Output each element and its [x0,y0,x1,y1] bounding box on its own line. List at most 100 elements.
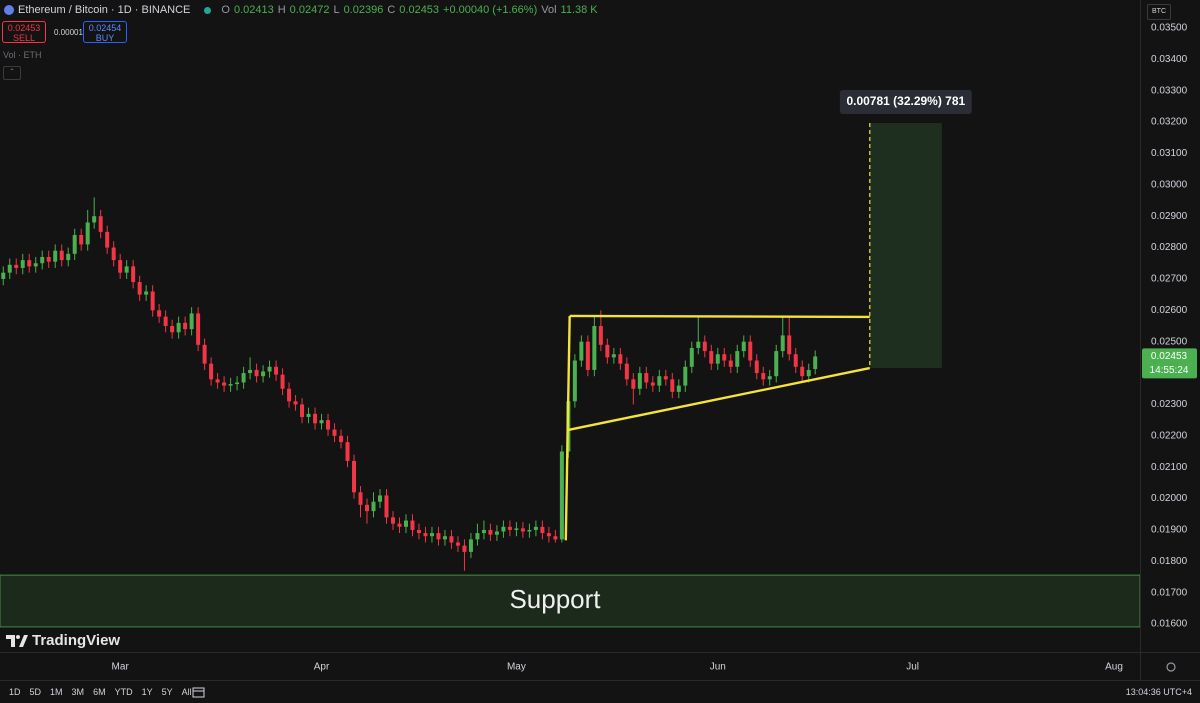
timeframe-button[interactable]: 6M [93,687,106,697]
trend-line [569,314,870,319]
date-range-icon[interactable] [192,686,206,698]
candle-body [254,369,259,377]
y-tick-label: 0.02900 [1151,211,1188,222]
x-tick-label: Aug [1105,662,1123,673]
volume-key: Vol [541,4,557,16]
trend-line [566,366,871,432]
candle-body [618,354,623,364]
settings-icon[interactable] [1166,662,1176,672]
candle-body [813,356,818,369]
candle-body [222,382,227,386]
candle-body [806,369,811,377]
price-axis [1140,0,1200,680]
timeframe-button[interactable]: 5D [29,687,42,697]
candle-body [280,374,285,389]
candle-body [410,520,415,530]
timeframe-button[interactable]: YTD [114,687,133,697]
support-label: Support [509,584,601,614]
y-tick-label: 0.02700 [1151,274,1188,285]
symbol[interactable]: Ethereum / Bitcoin · 1D · BINANCE [18,4,191,16]
y-tick-label: 0.01600 [1151,619,1188,630]
candle-body [637,373,642,389]
buy-button[interactable]: 0.02454 BUY [83,21,127,43]
candle-body [611,354,616,358]
indicator[interactable]: Vol · ETH [3,50,42,60]
candle-body [124,266,129,273]
candle-body [650,382,655,386]
ohlc-value: 0.02472 [289,4,330,16]
candle-body [657,376,662,386]
ohlc-key: H [277,4,286,16]
candle-body [157,310,162,317]
candle-body [235,382,240,385]
candle-body [793,354,798,367]
candle-body [423,533,428,537]
price-label: 0.02453 [1151,351,1188,362]
timeframe-button[interactable]: 1M [50,687,63,697]
candle-body [449,536,454,543]
candle-body [287,388,292,402]
timeframe-button[interactable]: 5Y [161,687,173,697]
candle-body [40,256,45,264]
candle-body [559,451,564,540]
candle-body [79,235,84,245]
candle-body [352,460,357,493]
candle-body [507,526,512,530]
legend: Ethereum / Bitcoin · 1D · BINANCE O 0.024… [4,4,598,16]
candle-body [131,266,136,283]
candle-body [14,264,19,268]
candle-body [429,533,434,537]
y-tick-label: 0.03000 [1151,179,1188,190]
candle-body [202,344,207,364]
candle-body [98,216,103,232]
status-dot [204,6,212,14]
bottom-toolbar: 1D 5D 1M 3M 6M YTD 1Y 5Y All 13:04:36 UTC+4 [0,680,1200,703]
candle-body [332,429,337,436]
candle-body [546,533,551,537]
x-tick-label: May [507,662,526,673]
timeframe-button[interactable]: 3M [71,687,85,697]
candle-body [767,376,772,380]
candle-body [384,495,389,518]
candle-body [261,371,266,377]
x-tick-label: Apr [314,662,330,673]
candle-body [475,533,480,540]
currency-button[interactable]: BTC [1147,4,1171,20]
candle-body [748,341,753,361]
timeframe-button[interactable]: All [181,687,192,697]
sell-button[interactable]: 0.02453 SELL [2,21,46,43]
candle-body [313,413,318,424]
candle-body [274,366,279,375]
candle-body [741,341,746,352]
timeframe-button[interactable]: 1D [9,687,21,697]
candle-body [754,360,759,374]
ohlc-value: 0.02396 [343,4,384,16]
collapse-button[interactable]: ˆ [3,66,21,80]
brand-name: TradingView [32,632,121,649]
support-zone [0,574,1141,628]
candle-body [735,351,740,367]
change: +0.00040 (+1.66%) [443,4,538,16]
candle-body [488,529,493,535]
candle-body [358,492,363,505]
candle-body [118,260,123,273]
timeframe-button[interactable]: 1Y [141,687,153,697]
candle-body [105,231,110,248]
ohlc-key: O [221,4,230,16]
buy-price: 0.02454 [88,23,122,33]
candle-body [579,341,584,361]
candle-body [761,373,766,380]
candle-body [780,335,785,352]
candle-body [53,250,58,262]
candle-body [59,250,64,261]
y-tick-label: 0.03300 [1151,85,1188,96]
candle-body [176,322,181,333]
candle-body [72,235,77,254]
clock[interactable]: 13:04:36 UTC+4 [1125,687,1192,697]
x-tick-label: Mar [112,662,130,673]
candle-body [527,529,532,532]
candle-body [514,528,519,530]
candle-body [306,413,311,417]
x-tick-label: Jun [710,662,726,673]
candle-body [592,326,597,370]
